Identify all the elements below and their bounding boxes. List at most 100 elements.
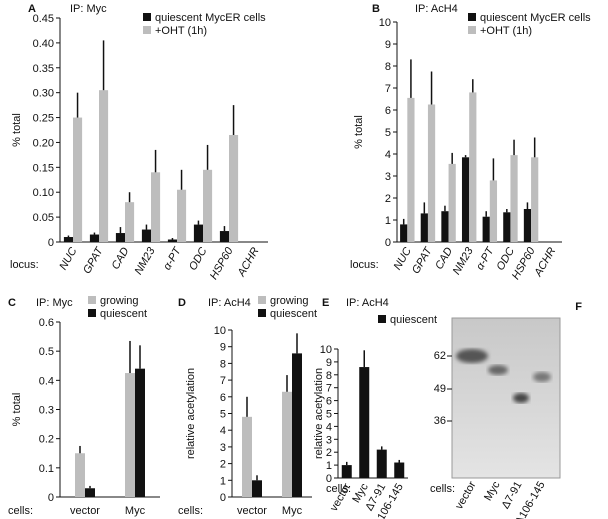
- y-tick-label: 9: [326, 357, 332, 369]
- x-axis-label: cells:: [326, 483, 351, 495]
- gel-band: [513, 393, 529, 403]
- bar: [99, 90, 109, 242]
- x-tick-label: HSP60: [208, 245, 236, 282]
- lane-label: Myc: [482, 479, 503, 503]
- bar: [229, 134, 239, 242]
- bar: [441, 211, 449, 242]
- y-tick-label: 4: [326, 421, 332, 433]
- x-tick-label: GPAT: [81, 244, 106, 276]
- legend-swatch: [143, 26, 151, 34]
- panel-letter: D: [178, 297, 186, 309]
- x-tick-label: ACHR: [235, 245, 262, 279]
- lane-label: vector: [453, 479, 479, 511]
- y-tick-label: 6: [385, 105, 391, 117]
- legend-swatch: [378, 315, 386, 323]
- y-tick-label: 8: [326, 370, 332, 382]
- legend-swatch: [88, 309, 96, 317]
- y-tick-label: 0: [48, 237, 54, 249]
- y-tick-label: 5: [220, 409, 226, 421]
- legend-swatch: [468, 13, 476, 21]
- bar: [523, 209, 532, 242]
- legend-swatch: [258, 296, 266, 304]
- y-tick-label: 1: [385, 215, 391, 227]
- bar: [242, 416, 252, 497]
- bar: [407, 97, 415, 243]
- bar: [85, 488, 95, 497]
- bar: [115, 233, 125, 242]
- legend-label: quiescent: [100, 308, 147, 320]
- y-tick-label: 4: [220, 425, 226, 437]
- y-axis-label: relative acetylation: [313, 368, 325, 459]
- y-tick-label: 2: [385, 193, 391, 205]
- legend-swatch: [258, 309, 266, 317]
- bar: [489, 180, 498, 242]
- gel-band: [533, 372, 551, 382]
- y-tick-label: 0.20: [33, 137, 54, 149]
- gel-panel: F 62 49 36 cells: vector Myc Δ7-91 Δ106-…: [430, 301, 582, 519]
- bar: [482, 216, 490, 242]
- bar: [203, 169, 213, 242]
- y-axis-label: % total: [353, 115, 365, 149]
- y-tick-label: 7: [220, 375, 226, 387]
- y-tick-label: 0.6: [39, 317, 54, 329]
- legend-swatch: [468, 26, 476, 34]
- bar: [503, 212, 511, 242]
- y-tick-label: 0: [385, 237, 391, 249]
- y-tick-label: 9: [220, 342, 226, 354]
- x-tick-label: α-PT: [474, 244, 497, 272]
- y-axis-label: relative acetylation: [185, 368, 197, 459]
- x-tick-label: Myc: [125, 505, 146, 517]
- y-tick-label: 1: [326, 460, 332, 472]
- y-tick-label: 0.25: [33, 113, 54, 125]
- bar: [427, 104, 436, 242]
- bar: [151, 172, 161, 242]
- x-axis-label: cells:: [430, 483, 455, 495]
- bar: [135, 368, 145, 497]
- y-tick-label: 10: [214, 325, 226, 337]
- bar: [376, 449, 387, 478]
- legend-label: growing: [270, 295, 309, 307]
- bar: [63, 237, 73, 242]
- legend-label: quiescent: [270, 308, 317, 320]
- panel-letter: B: [372, 3, 380, 15]
- x-axis-label: locus:: [350, 259, 379, 271]
- y-axis-label: % total: [11, 393, 23, 427]
- legend-label: growing: [100, 295, 139, 307]
- panel-letter: F: [575, 301, 582, 313]
- bar: [167, 239, 177, 242]
- y-tick-label: 3: [385, 171, 391, 183]
- x-axis-label: locus:: [10, 259, 39, 271]
- y-tick-label: 9: [385, 39, 391, 51]
- x-tick-label: vector: [237, 505, 267, 517]
- chart-title: IP: AcH4: [415, 3, 458, 15]
- legend-label: quiescent MycER cells: [480, 12, 591, 24]
- y-tick-label: 2: [220, 459, 226, 471]
- y-tick-label: 0.1: [39, 463, 54, 475]
- chart-panel: D IP: AcH4 relative acetylation cells: 0 1 2 3 4…: [178, 295, 317, 517]
- x-tick-label: CAD: [110, 245, 132, 271]
- bar: [394, 462, 405, 478]
- marker-label: 36: [434, 415, 446, 427]
- legend-label: +OHT (1h): [480, 25, 532, 37]
- y-tick-label: 0.4: [39, 375, 54, 387]
- x-tick-label: α-PT: [161, 244, 184, 272]
- x-tick-label: ODC: [187, 245, 210, 272]
- bar: [193, 224, 203, 242]
- y-tick-label: 6: [220, 392, 226, 404]
- bar: [125, 373, 135, 497]
- chart-panel: A IP: Myc % total locus: 0 0.05 0.10 0.15 0.20 0.…: [10, 3, 268, 282]
- legend-label: quiescent MycER cells: [155, 12, 266, 24]
- x-axis-label: cells:: [178, 505, 203, 517]
- x-tick-label: NUC: [57, 245, 79, 272]
- x-tick-label: NM23: [133, 245, 159, 277]
- y-tick-label: 5: [326, 409, 332, 421]
- bar: [75, 453, 85, 497]
- chart-title: IP: Myc: [70, 3, 107, 15]
- y-tick-label: 3: [326, 434, 332, 446]
- y-tick-label: 0.35: [33, 63, 54, 75]
- marker-label: 62: [434, 350, 446, 362]
- y-tick-label: 0: [48, 492, 54, 504]
- bar: [177, 189, 187, 242]
- gel-band: [488, 365, 508, 375]
